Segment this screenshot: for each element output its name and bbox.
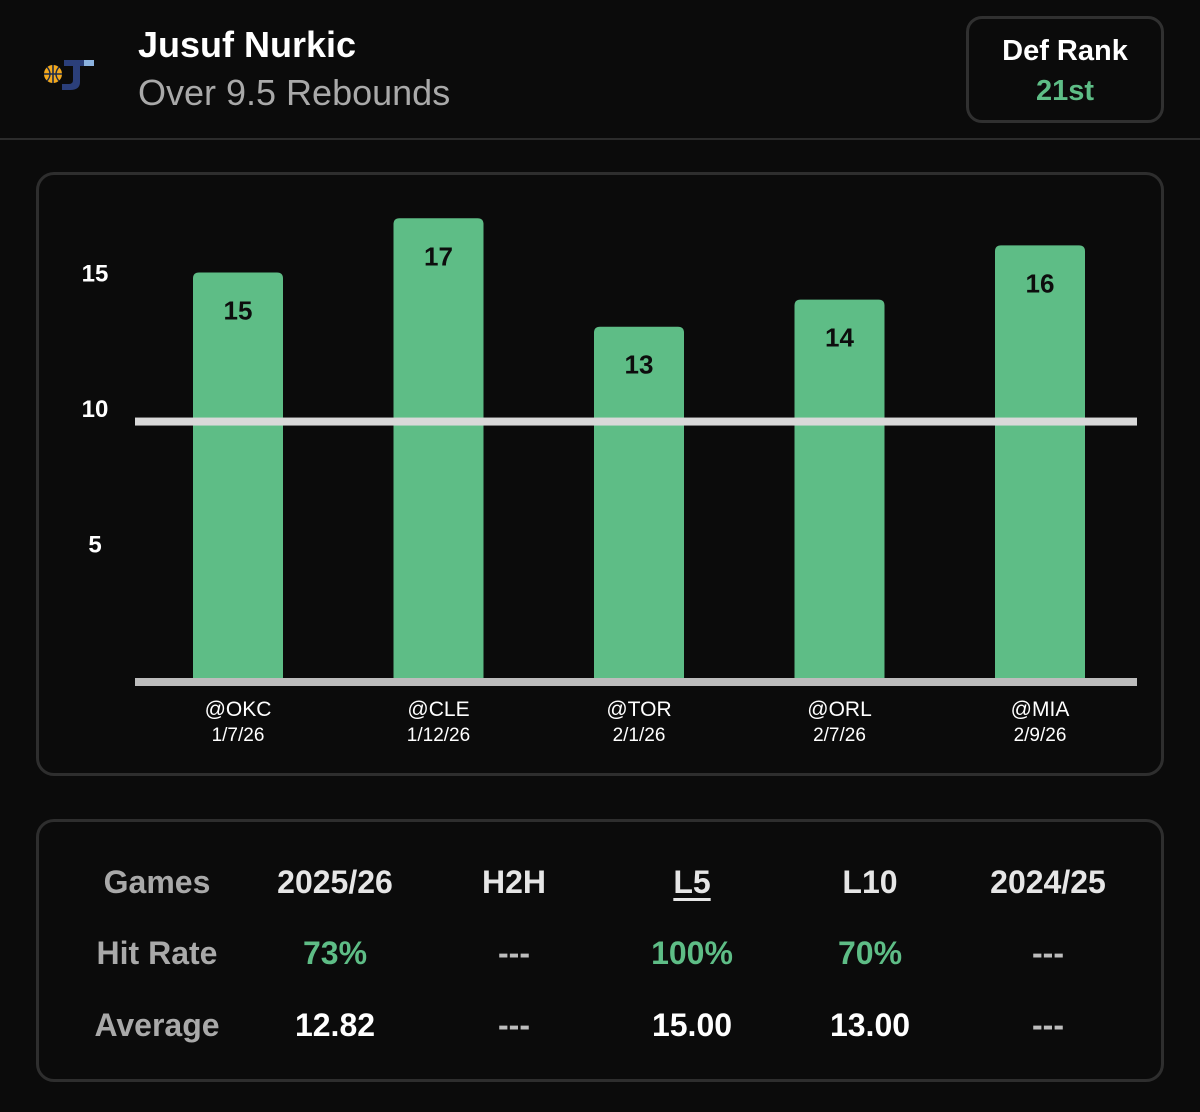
column-header-2025-26[interactable]: 2025/26 bbox=[277, 864, 393, 900]
average-l5: 15.00 bbox=[651, 1007, 733, 1043]
prop-line: Over 9.5 Rebounds bbox=[138, 72, 451, 113]
bar-value-label: 15 bbox=[224, 296, 253, 326]
def-rank-badge: Def Rank 21st bbox=[966, 16, 1164, 123]
x-category-label: @OKC bbox=[205, 698, 272, 721]
average-2024-25: --- bbox=[1032, 1007, 1064, 1043]
bar bbox=[193, 272, 283, 679]
average-l10: 13.00 bbox=[829, 1007, 911, 1043]
column-header-h2h[interactable]: H2H bbox=[481, 864, 546, 900]
stats-table: Games 2025/26 H2H L5 L10 2024/25 Hit Rat… bbox=[36, 819, 1164, 1082]
hit-rate-l5: 100% bbox=[651, 935, 733, 971]
y-tick-label: 15 bbox=[82, 261, 109, 288]
y-tick-label: 5 bbox=[88, 532, 101, 559]
hit-rate-l10: 70% bbox=[837, 935, 903, 971]
average-2025-26: 12.82 bbox=[294, 1007, 376, 1043]
baseline bbox=[135, 678, 1137, 686]
x-date-label: 1/12/26 bbox=[407, 725, 470, 746]
x-category-label: @MIA bbox=[1011, 698, 1070, 721]
utah-jazz-logo-icon bbox=[44, 60, 94, 90]
x-category-label: @CLE bbox=[407, 698, 469, 721]
player-name: Jusuf Nurkic bbox=[138, 24, 357, 65]
x-date-label: 2/9/26 bbox=[1014, 725, 1067, 746]
column-header-l5[interactable]: L5 bbox=[673, 864, 711, 900]
games-column-label: Games bbox=[103, 864, 211, 900]
bar bbox=[393, 218, 484, 680]
x-date-label: 2/7/26 bbox=[813, 725, 866, 746]
x-category-label: @TOR bbox=[606, 698, 671, 721]
x-category-label: @ORL bbox=[807, 698, 872, 721]
rebounds-bar-chart: 5 10 15 15 @OKC 1/7/26 17 @CLE 1/12/26 13 @TOR 2/1/… bbox=[82, 218, 1137, 746]
column-header-2024-25[interactable]: 2024/25 bbox=[990, 864, 1106, 900]
bar-value-label: 13 bbox=[625, 350, 654, 380]
hit-rate-2025-26: 73% bbox=[302, 935, 368, 971]
bar bbox=[594, 326, 684, 679]
def-rank-label: Def Rank bbox=[1002, 35, 1128, 67]
hit-rate-row-label: Hit Rate bbox=[96, 935, 218, 971]
bar-value-label: 14 bbox=[825, 323, 854, 353]
y-tick-label: 10 bbox=[82, 396, 109, 423]
average-h2h: --- bbox=[498, 1007, 530, 1043]
bar bbox=[995, 245, 1085, 679]
average-row-label: Average bbox=[94, 1007, 220, 1043]
bar-value-label: 17 bbox=[424, 241, 453, 271]
bar bbox=[794, 299, 885, 679]
x-date-label: 2/1/26 bbox=[613, 725, 666, 746]
chart-card: 5 10 15 15 @OKC 1/7/26 17 @CLE 1/12/26 13 @TOR 2/1/… bbox=[36, 172, 1164, 776]
hit-rate-h2h: --- bbox=[498, 935, 530, 971]
bar-value-label: 16 bbox=[1026, 268, 1055, 298]
def-rank-value: 21st bbox=[1035, 75, 1095, 107]
threshold-line bbox=[135, 417, 1137, 426]
x-date-label: 1/7/26 bbox=[212, 725, 265, 746]
hit-rate-2024-25: --- bbox=[1032, 935, 1064, 971]
column-header-l10[interactable]: L10 bbox=[842, 864, 898, 900]
header: Jusuf Nurkic Over 9.5 Rebounds Def Rank … bbox=[0, 0, 1200, 140]
